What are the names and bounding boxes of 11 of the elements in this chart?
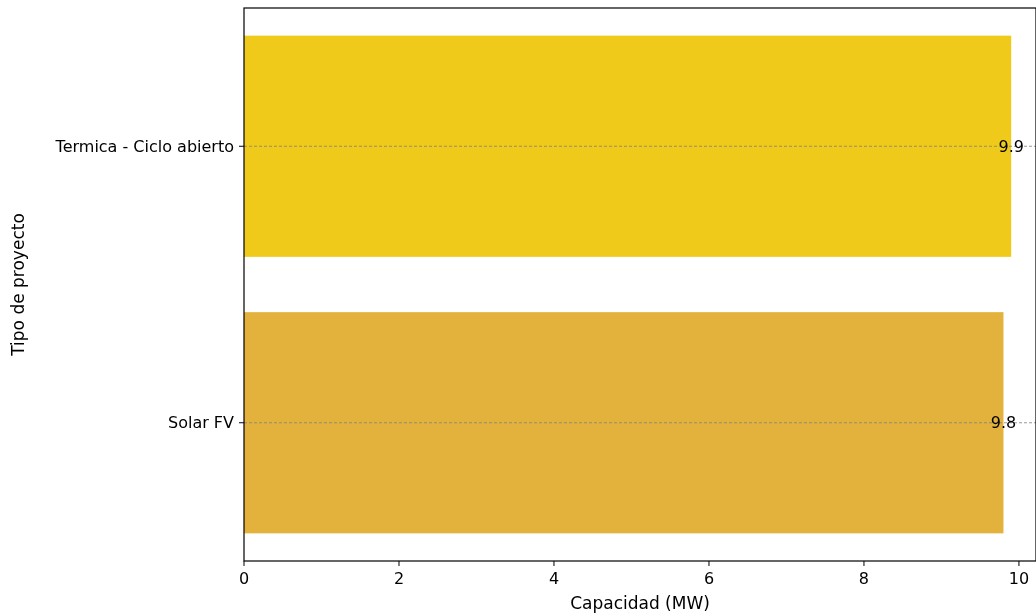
data-label: 9.8	[990, 413, 1017, 433]
x-tick-label: 4	[548, 569, 560, 588]
x-axis-title: Capacidad (MW)	[570, 593, 710, 613]
y-tick-label: Solar FV	[167, 413, 235, 433]
x-tick-label: 10	[1008, 569, 1030, 588]
x-tick-label: 0	[238, 569, 250, 588]
y-axis-title: Tipo de proyecto	[8, 213, 28, 357]
x-tick-label: 6	[703, 569, 715, 588]
x-tick-label: 2	[393, 569, 405, 588]
x-tick-label: 8	[858, 569, 870, 588]
y-tick-label: Termica - Ciclo abierto	[54, 136, 234, 156]
